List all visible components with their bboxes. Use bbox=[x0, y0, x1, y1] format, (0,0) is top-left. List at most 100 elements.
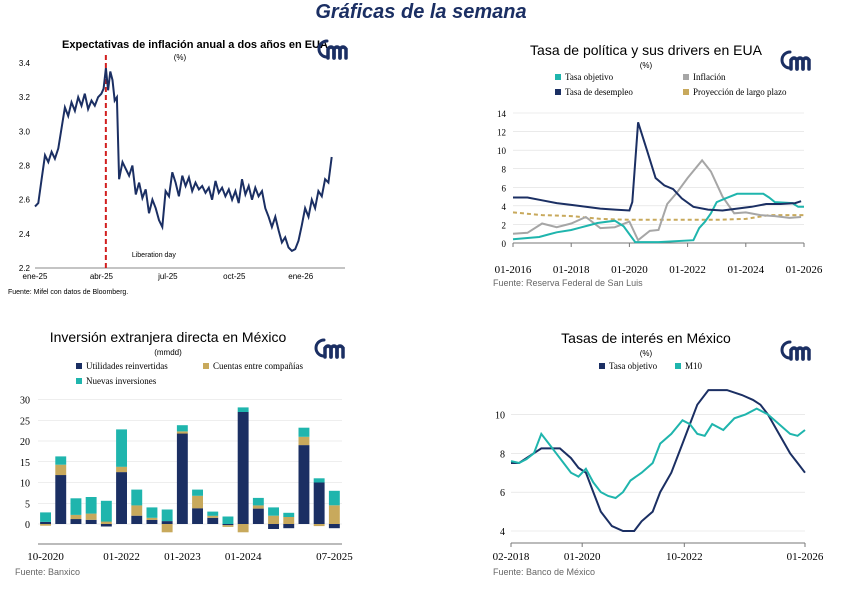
bar-segment bbox=[207, 511, 219, 516]
bar-segment bbox=[268, 524, 279, 529]
chart-fed-policy-drivers: Tasa de política y sus drivers en EUA (%)… bbox=[493, 42, 823, 288]
y-tick-label: 0 bbox=[502, 239, 507, 249]
bar-segment bbox=[146, 517, 158, 520]
y-tick-label: 2.8 bbox=[19, 162, 31, 171]
chart-subtitle: (%) bbox=[174, 53, 187, 62]
bar-segment bbox=[55, 475, 67, 524]
chart-title: Expectativas de inflación anual a dos añ… bbox=[62, 39, 328, 51]
marker-label: Liberation day bbox=[132, 252, 176, 259]
brand-logo bbox=[317, 39, 348, 60]
bar-segment bbox=[283, 516, 295, 524]
y-tick-label: 0 bbox=[25, 520, 30, 531]
bar-segment bbox=[146, 519, 158, 524]
bar-segment bbox=[116, 472, 127, 524]
brand-logo bbox=[780, 50, 811, 71]
legend-label: Cuentas entre compañías bbox=[213, 361, 303, 371]
bar-segment bbox=[40, 512, 51, 522]
bar-segment bbox=[85, 513, 97, 520]
x-tick-label: oct-25 bbox=[223, 272, 246, 281]
bar-segment bbox=[222, 516, 234, 524]
page-title: Gráficas de la semana bbox=[315, 1, 527, 23]
brand-logo bbox=[780, 340, 811, 361]
legend-swatch bbox=[683, 74, 689, 80]
y-tick-label: 3.2 bbox=[19, 93, 31, 102]
y-tick-label: 2.6 bbox=[19, 196, 31, 205]
bar-segment bbox=[237, 407, 249, 412]
y-tick-label: 25 bbox=[20, 416, 30, 427]
y-tick-label: 5 bbox=[25, 499, 30, 510]
x-tick-label: jul-25 bbox=[157, 272, 178, 281]
y-tick-label: 2.4 bbox=[19, 230, 31, 239]
bar-segment bbox=[161, 524, 173, 533]
series-line-teal bbox=[510, 407, 806, 500]
bar-segment bbox=[237, 411, 249, 524]
bar-segment bbox=[252, 497, 264, 506]
legend-swatch bbox=[76, 378, 82, 384]
bar-segment bbox=[55, 464, 67, 476]
y-tick-label: 4 bbox=[502, 202, 507, 212]
legend-swatch bbox=[683, 89, 689, 95]
bar-segment bbox=[116, 429, 127, 467]
bar-segment bbox=[116, 466, 127, 473]
bar-segment bbox=[176, 425, 188, 432]
bar-segment bbox=[313, 482, 325, 524]
y-tick-label: 3.4 bbox=[19, 59, 31, 68]
bar-segment bbox=[268, 515, 279, 524]
bar-segment bbox=[85, 519, 97, 524]
x-tick-label: 02-2018 bbox=[493, 551, 530, 563]
x-tick-label: 07-2025 bbox=[316, 551, 353, 563]
bar-segment bbox=[207, 515, 219, 518]
bar-segment bbox=[222, 524, 234, 526]
bar-segment bbox=[40, 524, 51, 526]
chart-subtitle: (mmdd) bbox=[154, 348, 182, 357]
x-tick-label: 01-2023 bbox=[164, 551, 201, 563]
legend-swatch bbox=[203, 363, 209, 369]
bar-segment bbox=[55, 456, 67, 465]
x-tick-label: 01-2024 bbox=[225, 551, 262, 563]
legend-label: Utilidades reinvertidas bbox=[86, 361, 168, 371]
series-line-gray bbox=[512, 158, 802, 242]
bar-segment bbox=[283, 524, 295, 529]
series-line-teal bbox=[512, 192, 804, 244]
y-tick-label: 30 bbox=[20, 396, 30, 407]
legend-label: Inflación bbox=[693, 72, 726, 82]
bar-segment bbox=[146, 507, 158, 518]
legend-swatch bbox=[555, 74, 561, 80]
bar-segment bbox=[161, 509, 173, 522]
y-tick-label: 2 bbox=[502, 220, 507, 230]
bar-segment bbox=[328, 505, 340, 524]
x-tick-label: 01-2022 bbox=[103, 551, 140, 563]
bar-segment bbox=[100, 500, 112, 522]
legend-swatch bbox=[555, 89, 561, 95]
chart-inflation-expectations: Expectativas de inflación anual a dos añ… bbox=[8, 39, 348, 296]
bar-segment bbox=[176, 433, 188, 524]
bar-segment bbox=[131, 489, 143, 506]
brand-logo bbox=[314, 338, 345, 359]
legend-swatch bbox=[675, 363, 681, 369]
x-tick-label: ene-25 bbox=[23, 272, 48, 281]
y-tick-label: 12 bbox=[497, 128, 506, 138]
series-line-gold bbox=[512, 211, 804, 221]
bar-segment bbox=[237, 524, 249, 533]
legend-swatch bbox=[599, 363, 605, 369]
chart-source: Fuente: Mifel con datos de Bloomberg. bbox=[8, 289, 128, 296]
bar-segment bbox=[40, 521, 51, 524]
bar-segment bbox=[313, 524, 325, 527]
bar-segment bbox=[268, 507, 279, 516]
x-tick-label: 10-2022 bbox=[666, 551, 703, 563]
x-tick-label: 01-2016 bbox=[495, 264, 532, 276]
bar-segment bbox=[100, 524, 112, 527]
legend-label: Tasa objetivo bbox=[565, 72, 614, 82]
y-tick-label: 6 bbox=[500, 488, 505, 499]
legend-label: Tasa de desempleo bbox=[565, 87, 633, 97]
y-tick-label: 8 bbox=[500, 449, 505, 460]
bar-segment bbox=[252, 508, 264, 524]
bar-segment bbox=[100, 521, 112, 524]
y-tick-label: 2.2 bbox=[19, 264, 31, 273]
series-line-expectations bbox=[34, 67, 333, 253]
bar-segment bbox=[313, 478, 325, 483]
bar-segment bbox=[85, 497, 97, 514]
bar-segment bbox=[207, 517, 219, 524]
x-tick-label: 01-2022 bbox=[669, 264, 706, 276]
chart-title: Tasa de política y sus drivers en EUA bbox=[530, 42, 763, 58]
